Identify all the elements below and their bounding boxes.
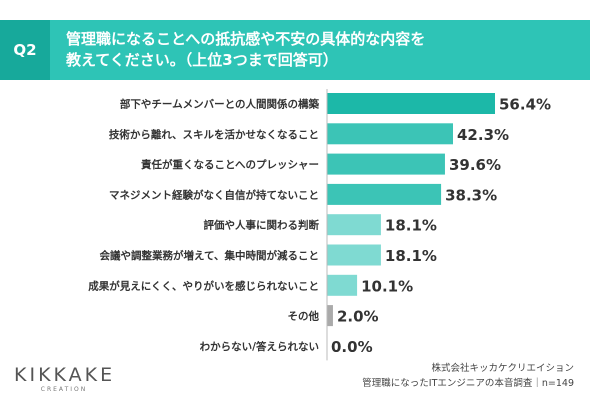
bar bbox=[327, 305, 333, 327]
category-label: 会議や調整業務が増えて、集中時間が減ること bbox=[100, 249, 319, 262]
value-label: 42.3% bbox=[457, 126, 509, 144]
category-label: 技術から離れ、スキルを活かせなくなること bbox=[109, 128, 319, 141]
category-label: 部下やチームメンバーとの人間関係の構築 bbox=[120, 98, 320, 111]
company-logo: KIKKAKE CREATION bbox=[14, 364, 124, 400]
value-label: 39.6% bbox=[449, 156, 501, 174]
value-label: 38.3% bbox=[445, 186, 497, 204]
bar bbox=[327, 244, 381, 266]
question-title: 管理職になることへの抵抗感や不安の具体的な内容を 教えてください。（上位3つまで… bbox=[66, 29, 566, 71]
value-label: 18.1% bbox=[385, 247, 437, 265]
source-note: 株式会社キッカケクリエイション 管理職になったITエンジニアの本音調査｜n=14… bbox=[362, 361, 574, 391]
question-title-line-2: 教えてください。（上位3つまで回答可） bbox=[66, 51, 338, 69]
bar bbox=[327, 274, 358, 296]
category-label: 評価や人事に関わる判断 bbox=[204, 219, 320, 232]
bar bbox=[327, 153, 445, 175]
value-label: 0.0% bbox=[331, 338, 373, 356]
logo-subtext: CREATION bbox=[40, 386, 88, 393]
category-label: マネジメント経験がなく自信が持てないこと bbox=[109, 188, 319, 201]
bar bbox=[327, 93, 495, 114]
category-label: わからない/答えられない bbox=[200, 340, 319, 353]
logo-wordmark: KIKKAKE bbox=[14, 364, 116, 386]
question-header: Q2 管理職になることへの抵抗感や不安の具体的な内容を 教えてください。（上位3… bbox=[0, 20, 590, 80]
category-label: 責任が重くなることへのプレッシャー bbox=[141, 158, 319, 171]
category-label: 成果が見えにくく、やりがいを感じられないこと bbox=[88, 279, 319, 292]
source-company: 株式会社キッカケクリエイション bbox=[431, 363, 574, 374]
value-label: 10.1% bbox=[361, 277, 413, 295]
bar bbox=[327, 214, 381, 236]
bar bbox=[327, 183, 442, 205]
question-number: Q2 bbox=[0, 20, 50, 80]
source-survey: 管理職になったITエンジニアの本音調査｜n=149 bbox=[362, 378, 574, 389]
value-label: 2.0% bbox=[337, 308, 379, 326]
value-label: 56.4% bbox=[499, 96, 551, 114]
category-label: その他 bbox=[288, 310, 320, 323]
value-label: 18.1% bbox=[385, 217, 437, 235]
bar bbox=[327, 123, 453, 145]
question-title-line-1: 管理職になることへの抵抗感や不安の具体的な内容を bbox=[66, 30, 426, 48]
